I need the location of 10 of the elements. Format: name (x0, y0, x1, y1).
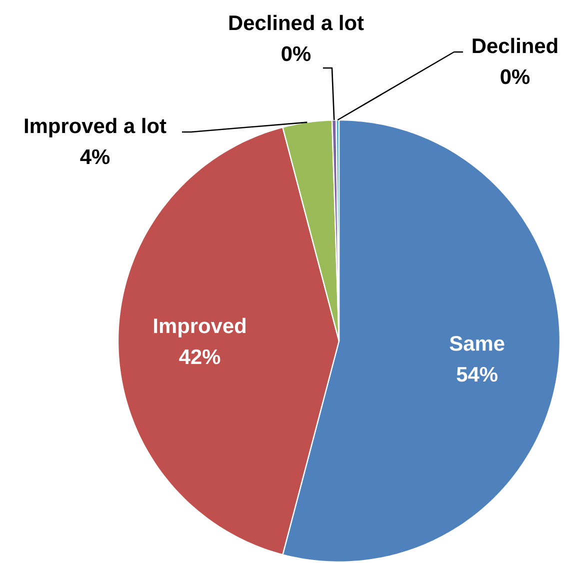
data-label: 4% (80, 149, 110, 164)
slice-label: Improved (154, 318, 246, 338)
slice-label: Same (450, 336, 504, 351)
slice-label: Declined (472, 38, 558, 54)
data-label: 42% (179, 349, 220, 364)
data-label: 0% (500, 69, 530, 84)
data-label: 54% (456, 366, 498, 382)
slice-label: Improved a lot (24, 118, 166, 138)
slice-label: Declined a lot (229, 14, 364, 30)
data-label: 0% (282, 46, 311, 62)
